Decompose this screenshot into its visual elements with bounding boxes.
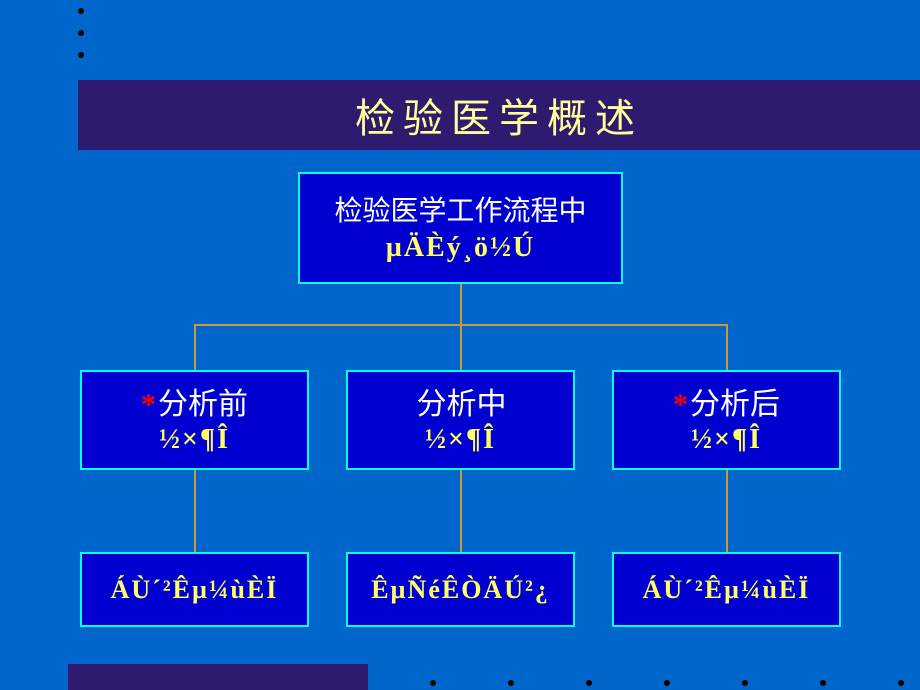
leaf-node-2: ÁÙ´²Êµ¼ùÈÏ [612, 552, 841, 627]
mid-node-1: 分析中 ½×¶Î [346, 370, 575, 470]
mid-text: 分析中 [417, 388, 507, 421]
mid-sub: ½×¶Î [159, 424, 230, 456]
mid-sub: ½×¶Î [691, 424, 762, 456]
connector-leaf-0 [194, 470, 196, 552]
mid-label: *分析前 [141, 385, 248, 424]
connector-mid-0 [194, 324, 196, 370]
connector-root-down [460, 284, 462, 324]
asterisk-icon: * [673, 388, 688, 421]
bullet-dot [78, 30, 84, 36]
dot [664, 680, 670, 686]
root-node: 检验医学工作流程中 µÄÈý¸ö½Ú [298, 172, 623, 284]
leaf-node-0: ÁÙ´²Êµ¼ùÈÏ [80, 552, 309, 627]
mid-label: *分析后 [673, 385, 780, 424]
asterisk-icon: * [141, 388, 156, 421]
bullet-dot [78, 8, 84, 14]
root-line1: 检验医学工作流程中 [334, 192, 586, 231]
connector-leaf-1 [460, 470, 462, 552]
mid-node-2: *分析后 ½×¶Î [612, 370, 841, 470]
leaf-text: ÊµÑéÊÒÄÚ²¿ [371, 575, 550, 605]
connector-mid-1 [460, 324, 462, 370]
mid-sub: ½×¶Î [425, 424, 496, 456]
dot [742, 680, 748, 686]
flowchart: 检验医学工作流程中 µÄÈý¸ö½Ú *分析前 ½×¶Î 分析中 ½×¶Î *分… [0, 170, 920, 630]
dot [898, 680, 904, 686]
mid-node-0: *分析前 ½×¶Î [80, 370, 309, 470]
slide-title: 检验医学概述 [355, 86, 643, 144]
mid-label: 分析中 [415, 385, 507, 424]
root-line2: µÄÈý¸ö½Ú [386, 232, 536, 264]
leaf-node-1: ÊµÑéÊÒÄÚ²¿ [346, 552, 575, 627]
bullet-dot [78, 52, 84, 58]
mid-text: 分析前 [158, 388, 248, 421]
dot [586, 680, 592, 686]
dot [820, 680, 826, 686]
mid-text: 分析后 [690, 388, 780, 421]
title-bar: 检验医学概述 [78, 80, 920, 150]
top-bullets [78, 8, 84, 74]
leaf-text: ÁÙ´²Êµ¼ùÈÏ [643, 575, 811, 605]
connector-leaf-2 [726, 470, 728, 552]
connector-mid-2 [726, 324, 728, 370]
dot [508, 680, 514, 686]
dot [430, 680, 436, 686]
bottom-dots [430, 680, 904, 686]
leaf-text: ÁÙ´²Êµ¼ùÈÏ [111, 575, 279, 605]
bottom-bar [68, 664, 368, 690]
